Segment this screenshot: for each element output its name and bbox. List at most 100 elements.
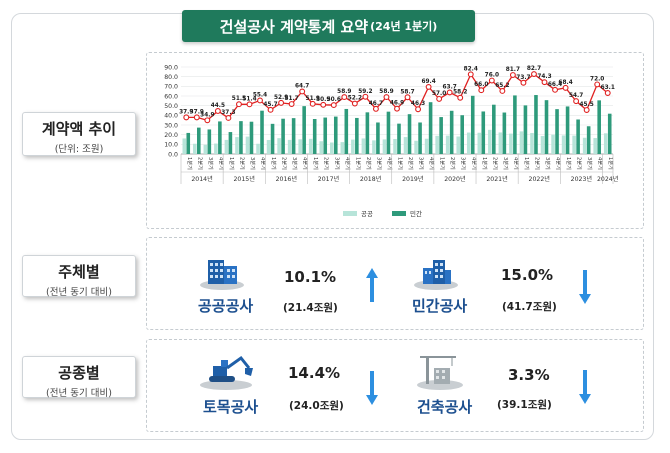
total-point: [583, 107, 590, 113]
public-bar: [277, 138, 281, 154]
public-bar: [530, 133, 534, 154]
y-tick-label: 60.0: [164, 93, 178, 100]
private-bar: [333, 116, 338, 154]
chart-panel: 0.0 10.0 20.0 30.0 40.0 50.0 60.0 70.0 80.0 90.0 1…: [146, 52, 644, 229]
total-point: [204, 117, 211, 124]
public-bar: [256, 143, 260, 154]
public-pct: 10.1%: [284, 268, 337, 286]
data-label: 68.4: [558, 80, 572, 86]
data-label: 54.7: [569, 93, 583, 99]
private-bar: [523, 105, 528, 154]
x-tick-label: 3분기: [375, 157, 383, 170]
public-bar: [308, 138, 313, 154]
data-label: 51.9: [306, 96, 320, 102]
x-tick-label: 2분기: [533, 157, 541, 170]
public-bar: [298, 139, 302, 154]
x-tick-label: 4분기: [260, 157, 268, 170]
worktype-sub: (전년 동기 대비): [46, 388, 112, 399]
public-bar: [519, 131, 524, 154]
data-label: 65.2: [495, 83, 509, 89]
year-label: 2017년: [318, 175, 340, 183]
data-label: 46.3: [411, 101, 425, 107]
x-tick-label: 3분기: [586, 157, 594, 170]
x-tick-label: 1분기: [354, 157, 362, 170]
data-label: 58.9: [337, 89, 351, 95]
data-label: 37.3: [221, 110, 235, 116]
public-bar: [372, 140, 376, 154]
private-bar: [218, 121, 222, 154]
worktype-title: 공종별: [58, 364, 100, 382]
data-label: 74.3: [537, 74, 551, 80]
civil-label: 토목공사: [203, 398, 259, 416]
year-label: 2022년: [529, 175, 551, 183]
trend-sub: (단위: 조원): [54, 144, 104, 155]
x-tick-label: 3분기: [460, 157, 468, 170]
down-arrow-icon: [366, 371, 378, 409]
total-point: [214, 108, 221, 114]
data-label: 52.9: [274, 95, 288, 101]
x-tick-label: 2분기: [281, 157, 289, 170]
total-point: [299, 88, 306, 95]
total-point: [531, 71, 537, 78]
data-label: 34.9: [200, 112, 214, 118]
x-tick-label: 2분기: [323, 157, 331, 170]
x-tick-label: 2분기: [576, 157, 584, 170]
x-tick-label: 3분기: [291, 157, 299, 170]
total-point: [394, 105, 400, 112]
building-amount: (39.1조원): [497, 399, 552, 411]
x-tick-label: 1분기: [607, 157, 615, 170]
private-bar: [470, 95, 475, 154]
public-bar: [340, 142, 345, 154]
data-label: 58.9: [379, 89, 393, 95]
banner-subtitle: (24년 1분기): [370, 20, 438, 33]
private-bar: [386, 111, 391, 154]
public-bar: [245, 136, 250, 154]
year-label: 2015년: [233, 175, 255, 183]
x-tick-label: 1분기: [186, 157, 194, 170]
public-amount: (21.4조원): [283, 302, 338, 314]
total-point: [362, 93, 369, 100]
public-bar: [445, 135, 450, 154]
total-point: [573, 98, 580, 105]
x-tick-label: 4분기: [597, 157, 605, 170]
total-point: [257, 97, 263, 104]
private-bar: [323, 117, 328, 154]
total-point: [236, 101, 242, 108]
year-label: 2020년: [444, 175, 466, 183]
civil-amount: (24.0조원): [289, 400, 344, 412]
data-label: 50.9: [316, 97, 330, 103]
total-point: [467, 71, 474, 78]
private-building-icon: [413, 256, 459, 294]
total-point: [446, 89, 453, 96]
total-point: [320, 101, 327, 108]
data-label: 69.4: [421, 79, 435, 85]
data-label: 64.7: [295, 83, 309, 89]
private-bar: [565, 106, 570, 154]
year-label: 2024년: [597, 175, 619, 183]
total-point: [278, 99, 285, 106]
private-bar: [270, 123, 275, 154]
private-bar: [439, 117, 443, 154]
private-bar: [344, 108, 349, 154]
total-point: [436, 95, 443, 102]
civil-pct: 14.4%: [288, 364, 341, 382]
private-bar: [186, 132, 191, 154]
private-bar: [513, 95, 517, 154]
public-bar: [498, 132, 503, 154]
legend-swatch-private: [392, 211, 406, 216]
x-tick-label: 1분기: [523, 157, 531, 170]
private-bar: [228, 132, 233, 154]
x-tick-label: 3분기: [249, 157, 257, 170]
x-tick-label: 1분기: [397, 157, 405, 170]
private-bar: [481, 111, 486, 154]
data-label: 57.0: [432, 91, 446, 97]
private-bar: [534, 95, 538, 154]
x-tick-label: 2분기: [449, 157, 457, 170]
private-pct: 15.0%: [501, 266, 554, 284]
trend-section-label: 계약액 추이 (단위: 조원): [22, 112, 136, 156]
year-label: 2014년: [191, 175, 213, 183]
total-point: [341, 94, 348, 101]
public-bar: [477, 132, 482, 154]
public-building-icon: [199, 256, 245, 294]
legend-label-private: 민간: [410, 209, 422, 218]
